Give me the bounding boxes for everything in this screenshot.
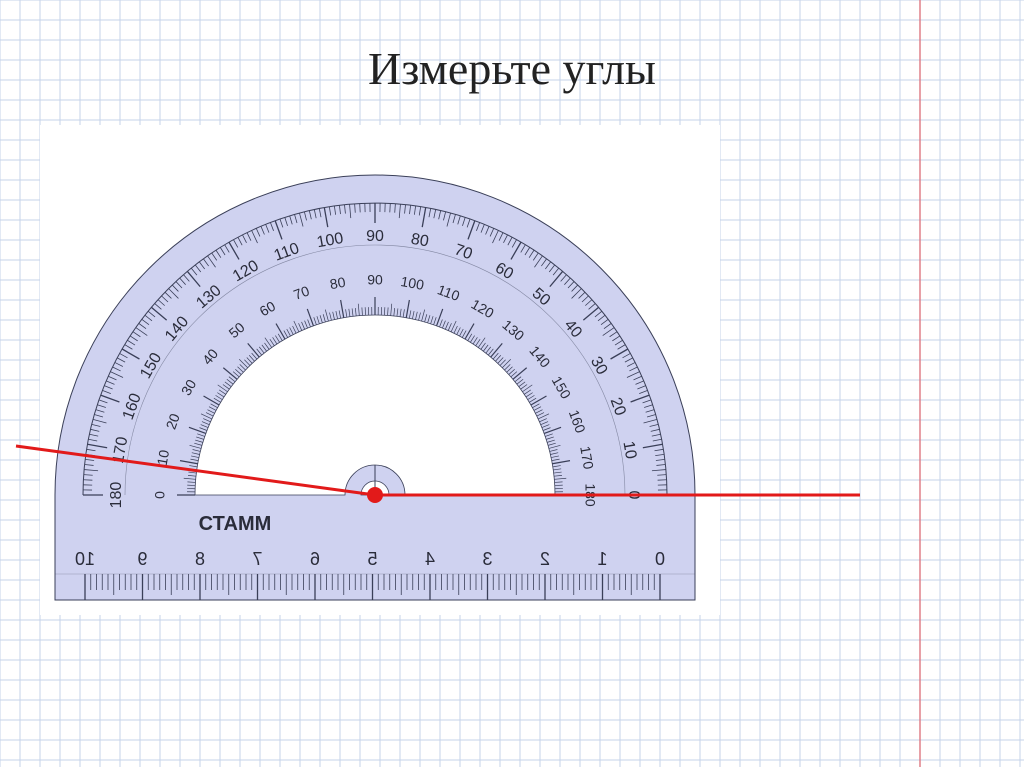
svg-text:8: 8 bbox=[195, 549, 205, 569]
svg-text:10: 10 bbox=[75, 549, 95, 569]
svg-text:180: 180 bbox=[108, 482, 125, 509]
angle-vertex-dot bbox=[367, 487, 383, 503]
page: 1800170101602015030140401305012060110701… bbox=[0, 0, 1024, 767]
svg-text:90: 90 bbox=[366, 228, 384, 245]
scene-svg: 1800170101602015030140401305012060110701… bbox=[0, 0, 1024, 767]
svg-text:80: 80 bbox=[329, 274, 347, 292]
svg-text:4: 4 bbox=[425, 549, 435, 569]
svg-text:5: 5 bbox=[367, 549, 377, 569]
svg-text:1: 1 bbox=[597, 549, 607, 569]
svg-text:10: 10 bbox=[619, 440, 639, 461]
svg-text:3: 3 bbox=[482, 549, 492, 569]
page-title: Измерьте углы bbox=[0, 42, 1024, 95]
protractor-brand: СТАММ bbox=[199, 513, 272, 535]
svg-text:90: 90 bbox=[367, 272, 383, 288]
svg-text:0: 0 bbox=[152, 491, 168, 499]
svg-text:9: 9 bbox=[137, 549, 147, 569]
svg-text:6: 6 bbox=[310, 549, 320, 569]
svg-text:0: 0 bbox=[655, 549, 665, 569]
svg-text:2: 2 bbox=[540, 549, 550, 569]
svg-text:7: 7 bbox=[252, 549, 262, 569]
svg-text:80: 80 bbox=[410, 231, 431, 251]
